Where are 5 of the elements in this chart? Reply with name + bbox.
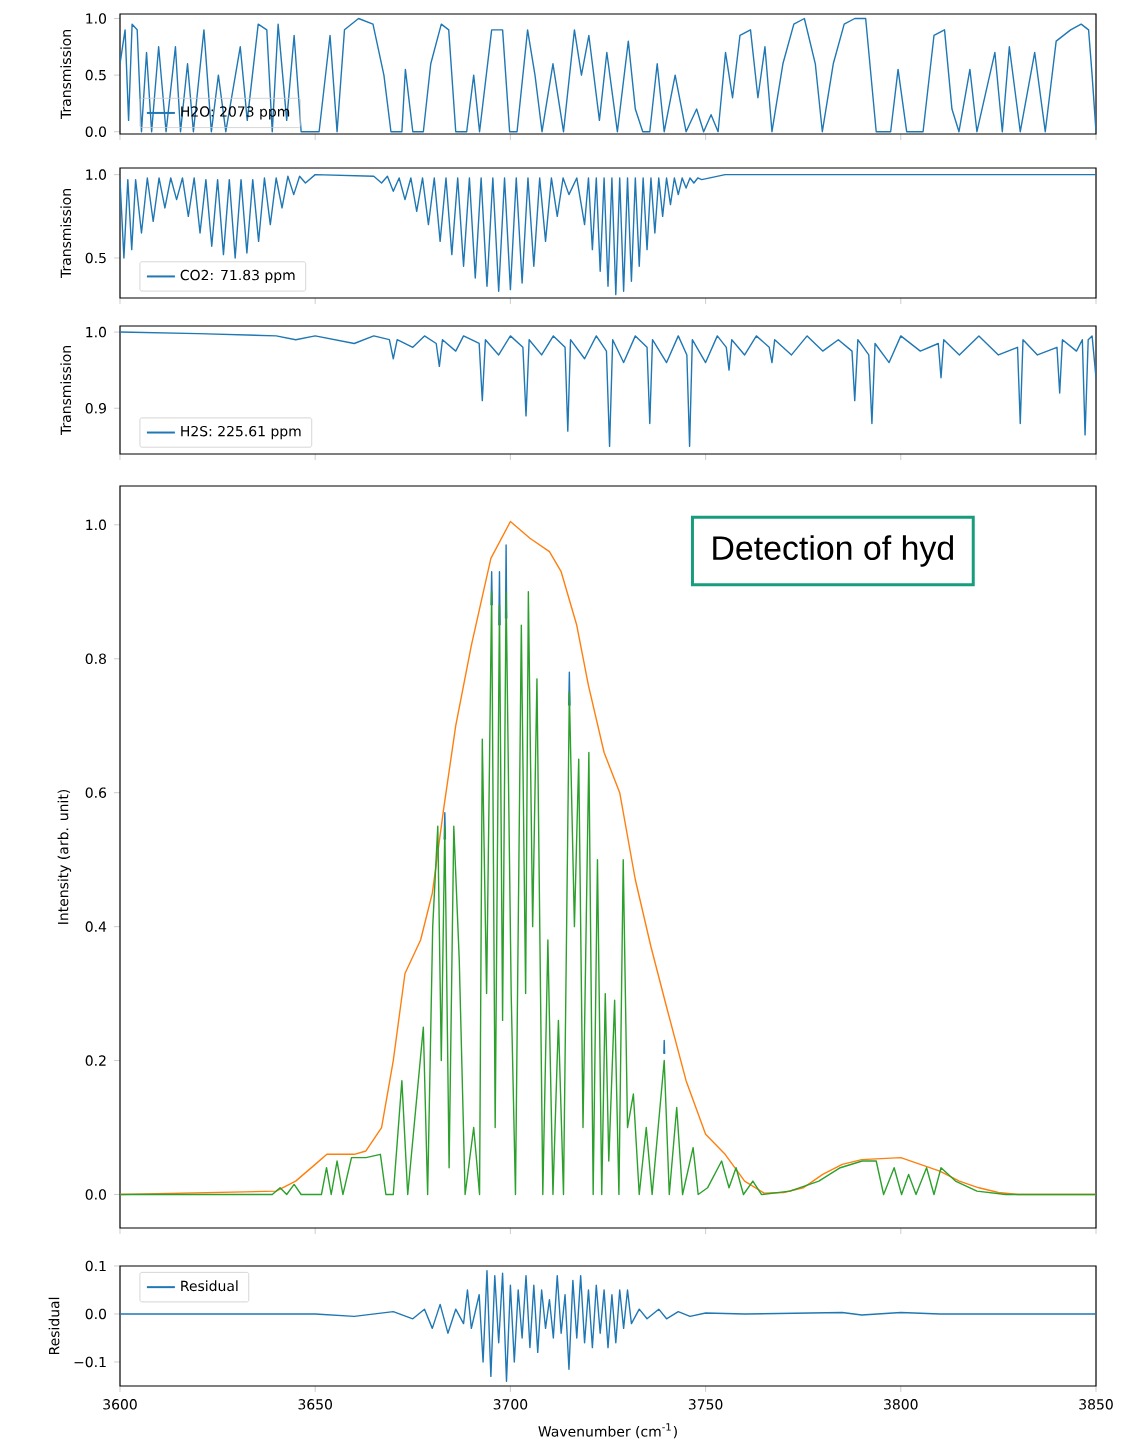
line-series	[120, 173, 1096, 296]
line-series	[120, 331, 1096, 448]
annotation: Detection of hyd	[713, 535, 954, 567]
line-series	[120, 1270, 1096, 1382]
line-series	[120, 17, 1096, 133]
